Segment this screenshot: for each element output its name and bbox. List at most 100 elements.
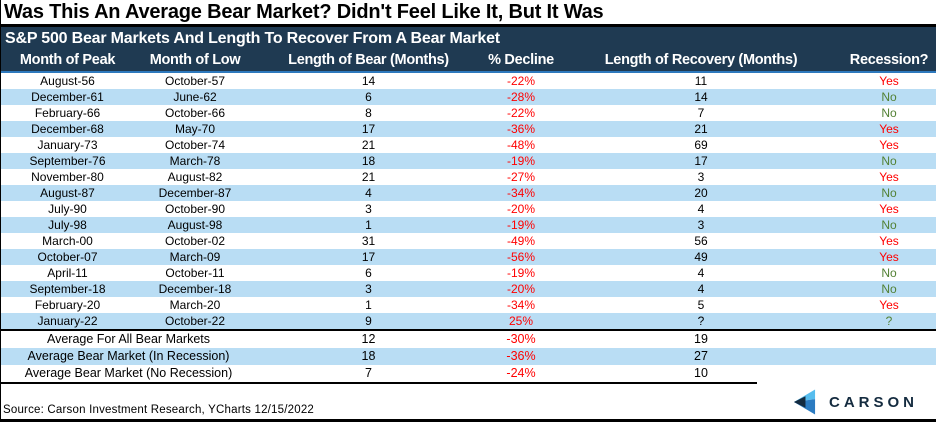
column-header-recession: Recession? xyxy=(841,49,936,73)
cell-low: March-78 xyxy=(134,153,256,169)
cell-decline: -30% xyxy=(481,329,561,348)
cell-recovery: 7 xyxy=(561,105,841,121)
summary-bottom-rule xyxy=(1,382,757,384)
cell-recovery: 49 xyxy=(561,249,841,265)
cell-bear: 14 xyxy=(256,72,481,89)
cell-recovery: 17 xyxy=(561,153,841,169)
cell-peak: September-76 xyxy=(1,153,134,169)
cell-recession: Yes xyxy=(841,169,936,185)
page-title: Was This An Average Bear Market? Didn't … xyxy=(1,0,936,27)
table-row: January-73 October-74 21 -48% 69 Yes xyxy=(1,137,936,153)
table-body: August-56 October-57 14 -22% 11 Yes December-6… xyxy=(1,72,936,330)
cell-decline: -56% xyxy=(481,249,561,265)
cell-low: May-70 xyxy=(134,121,256,137)
cell-low: October-11 xyxy=(134,265,256,281)
cell-recession xyxy=(841,365,936,382)
cell-decline: -20% xyxy=(481,201,561,217)
cell-low: October-90 xyxy=(134,201,256,217)
cell-decline: -28% xyxy=(481,89,561,105)
cell-summary-label: Average Bear Market (No Recession) xyxy=(1,365,256,382)
cell-decline: -34% xyxy=(481,185,561,201)
cell-decline: -36% xyxy=(481,348,561,365)
cell-decline: 25% xyxy=(481,313,561,330)
cell-recession: Yes xyxy=(841,233,936,249)
cell-recovery: 3 xyxy=(561,169,841,185)
table-header-row: Month of Peak Month of Low Length of Bear … xyxy=(1,49,936,73)
source-attribution: Source: Carson Investment Research, YCha… xyxy=(3,404,315,416)
cell-bear: 17 xyxy=(256,121,481,137)
cell-recession: Yes xyxy=(841,72,936,89)
cell-recession: No xyxy=(841,153,936,169)
cell-bear: 18 xyxy=(256,153,481,169)
cell-recession: No xyxy=(841,105,936,121)
cell-recovery: 3 xyxy=(561,217,841,233)
carson-logo-text: CARSON xyxy=(828,393,918,411)
table-row: November-80 August-82 21 -27% 3 Yes xyxy=(1,169,936,185)
cell-recession: Yes xyxy=(841,297,936,313)
table-row: March-00 October-02 31 -49% 56 Yes xyxy=(1,233,936,249)
cell-recession: No xyxy=(841,217,936,233)
table-row: February-66 October-66 8 -22% 7 No xyxy=(1,105,936,121)
cell-low: October-74 xyxy=(134,137,256,153)
cell-recession: Yes xyxy=(841,201,936,217)
cell-low: March-20 xyxy=(134,297,256,313)
cell-low: October-66 xyxy=(134,105,256,121)
cell-low: December-87 xyxy=(134,185,256,201)
cell-low: December-18 xyxy=(134,281,256,297)
cell-low: October-57 xyxy=(134,72,256,89)
cell-peak: August-87 xyxy=(1,185,134,201)
cell-bear: 6 xyxy=(256,265,481,281)
table-row: December-61 June-62 6 -28% 14 No xyxy=(1,89,936,105)
cell-bear: 21 xyxy=(256,137,481,153)
cell-bear: 8 xyxy=(256,105,481,121)
table-row: January-22 October-22 9 25%?? xyxy=(1,313,936,330)
cell-peak: October-07 xyxy=(1,249,134,265)
table-row: December-68 May-70 17 -36% 21 Yes xyxy=(1,121,936,137)
column-header-month-of-low: Month of Low xyxy=(134,49,256,73)
table-summary: Average For All Bear Markets 12 -30% 19 Aver… xyxy=(1,329,936,382)
carson-logo: CARSON xyxy=(792,389,918,415)
cell-decline: -19% xyxy=(481,217,561,233)
cell-peak: March-00 xyxy=(1,233,134,249)
cell-bear: 3 xyxy=(256,281,481,297)
cell-decline: -27% xyxy=(481,169,561,185)
cell-recovery: 5 xyxy=(561,297,841,313)
bear-markets-table: Month of Peak Month of Low Length of Bear … xyxy=(1,49,936,382)
cell-bear: 3 xyxy=(256,201,481,217)
table-row: July-98 August-98 1 -19% 3 No xyxy=(1,217,936,233)
table-row: August-56 October-57 14 -22% 11 Yes xyxy=(1,72,936,89)
cell-recovery: 56 xyxy=(561,233,841,249)
cell-bear: 1 xyxy=(256,297,481,313)
cell-recession: Yes xyxy=(841,137,936,153)
cell-peak: August-56 xyxy=(1,72,134,89)
table-row: September-18 December-18 3 -20% 4 No xyxy=(1,281,936,297)
cell-bear: 1 xyxy=(256,217,481,233)
cell-decline: -34% xyxy=(481,297,561,313)
cell-recovery: 4 xyxy=(561,281,841,297)
cell-recession: No xyxy=(841,185,936,201)
cell-peak: February-20 xyxy=(1,297,134,313)
cell-recession xyxy=(841,329,936,348)
cell-recovery: 27 xyxy=(561,348,841,365)
cell-bear: 4 xyxy=(256,185,481,201)
cell-decline: -20% xyxy=(481,281,561,297)
table-header: Month of Peak Month of Low Length of Bear … xyxy=(1,49,936,73)
cell-low: August-98 xyxy=(134,217,256,233)
cell-peak: December-68 xyxy=(1,121,134,137)
cell-summary-label: Average Bear Market (In Recession) xyxy=(1,348,256,365)
cell-bear: 31 xyxy=(256,233,481,249)
cell-peak: December-61 xyxy=(1,89,134,105)
cell-recession: Yes xyxy=(841,249,936,265)
cell-peak: July-90 xyxy=(1,201,134,217)
cell-recovery: 20 xyxy=(561,185,841,201)
cell-decline: -36% xyxy=(481,121,561,137)
cell-recovery: 21 xyxy=(561,121,841,137)
carson-chevron-icon xyxy=(792,389,817,415)
cell-recession: No xyxy=(841,281,936,297)
cell-recession xyxy=(841,348,936,365)
summary-row: Average Bear Market (No Recession) 7 -24% 1… xyxy=(1,365,936,382)
cell-peak: September-18 xyxy=(1,281,134,297)
cell-bear: 7 xyxy=(256,365,481,382)
cell-decline: -19% xyxy=(481,153,561,169)
